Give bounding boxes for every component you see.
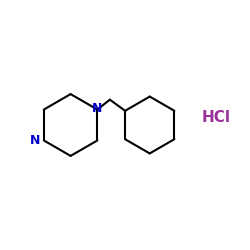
Text: HCl: HCl (202, 110, 231, 125)
Text: N: N (92, 102, 102, 115)
Text: N: N (30, 134, 40, 147)
